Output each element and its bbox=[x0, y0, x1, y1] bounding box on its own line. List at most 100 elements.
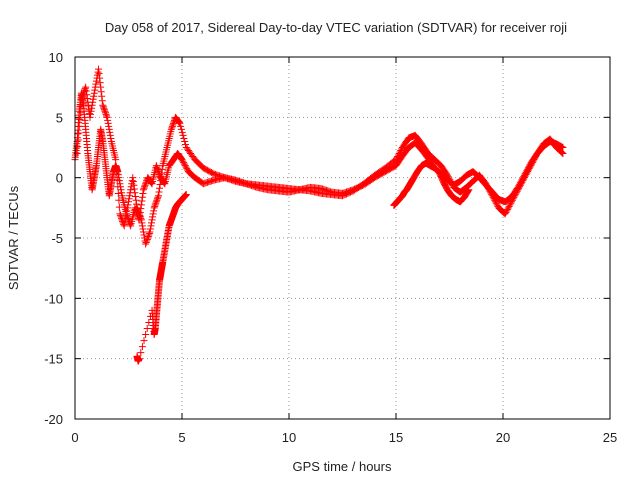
data-point bbox=[126, 220, 134, 228]
data-point bbox=[106, 128, 114, 136]
data-point bbox=[143, 236, 151, 244]
data-point bbox=[133, 204, 141, 212]
data-point bbox=[501, 210, 509, 218]
data-point bbox=[180, 160, 188, 168]
data-point bbox=[151, 202, 159, 210]
data-point bbox=[78, 94, 86, 102]
data-point bbox=[505, 202, 513, 210]
data-point bbox=[144, 232, 152, 240]
data-point bbox=[506, 201, 514, 209]
data-point bbox=[559, 150, 567, 158]
data-point bbox=[168, 122, 176, 130]
y-tick-label: 10 bbox=[49, 50, 63, 65]
data-point bbox=[181, 137, 189, 145]
data-point bbox=[158, 169, 166, 177]
data-point bbox=[101, 107, 109, 115]
data-point bbox=[83, 91, 91, 99]
data-point bbox=[113, 169, 121, 177]
y-tick-labels: -20 -15 -10 -5 0 5 10 bbox=[44, 50, 63, 427]
y-tick-label: 5 bbox=[56, 110, 63, 125]
data-point bbox=[179, 157, 187, 165]
data-point bbox=[182, 191, 190, 199]
x-tick-label: 25 bbox=[603, 430, 617, 445]
data-point bbox=[76, 116, 84, 124]
data-point bbox=[142, 331, 150, 339]
data-point bbox=[118, 214, 126, 222]
data-point bbox=[114, 171, 122, 179]
data-point bbox=[86, 113, 94, 121]
data-point bbox=[138, 343, 146, 351]
data-point bbox=[135, 210, 143, 218]
data-point bbox=[77, 102, 85, 110]
data-point bbox=[128, 177, 136, 185]
data-point bbox=[183, 165, 191, 173]
data-point bbox=[122, 210, 130, 218]
data-point bbox=[145, 231, 153, 239]
x-tick-label: 0 bbox=[71, 430, 78, 445]
data-point bbox=[136, 213, 144, 221]
data-point bbox=[559, 144, 567, 151]
data-point bbox=[131, 189, 139, 197]
y-tick-label: -20 bbox=[44, 412, 63, 427]
data-point bbox=[96, 74, 104, 82]
y-tick-label: -5 bbox=[51, 231, 63, 246]
data-point bbox=[504, 205, 512, 213]
data-point bbox=[134, 207, 142, 215]
data-point bbox=[158, 165, 166, 173]
data-point bbox=[180, 134, 188, 142]
data-point bbox=[169, 119, 177, 127]
data-point bbox=[74, 136, 82, 144]
data-point bbox=[516, 179, 524, 187]
x-axis-label: GPS time / hours bbox=[293, 459, 392, 474]
data-point bbox=[176, 119, 184, 127]
data-point bbox=[525, 162, 533, 170]
data-point bbox=[168, 124, 176, 132]
data-point bbox=[91, 86, 99, 94]
data-point bbox=[151, 201, 159, 209]
data-point bbox=[114, 183, 122, 191]
data-point bbox=[126, 192, 134, 200]
data-point bbox=[83, 94, 91, 102]
data-point bbox=[156, 184, 164, 192]
data-point bbox=[120, 220, 128, 228]
data-point bbox=[87, 107, 95, 115]
data-point bbox=[177, 125, 185, 133]
data-point bbox=[149, 213, 157, 221]
data-point bbox=[504, 204, 512, 212]
data-point bbox=[153, 165, 161, 173]
data-point bbox=[113, 176, 121, 184]
data-point bbox=[517, 177, 525, 185]
data-point bbox=[150, 204, 158, 212]
data-point bbox=[139, 186, 147, 194]
data-point bbox=[138, 219, 146, 227]
data-point bbox=[524, 164, 532, 172]
data-point bbox=[154, 192, 162, 200]
data-point bbox=[96, 79, 104, 87]
data-point bbox=[76, 109, 84, 117]
data-point bbox=[114, 168, 122, 176]
data-point bbox=[465, 186, 473, 194]
data-point bbox=[152, 198, 160, 206]
data-point bbox=[150, 207, 158, 215]
data-point bbox=[105, 122, 113, 130]
data-point bbox=[157, 177, 165, 185]
data-point bbox=[115, 196, 123, 204]
data-point bbox=[160, 179, 168, 187]
data-point bbox=[138, 193, 146, 201]
grid-lines bbox=[75, 57, 610, 419]
y-tick-label: 0 bbox=[56, 171, 63, 186]
y-axis-label: SDTVAR / TECUs bbox=[6, 185, 21, 290]
data-point bbox=[129, 174, 137, 182]
data-point bbox=[519, 174, 527, 182]
data-point bbox=[99, 101, 107, 109]
data-point bbox=[154, 168, 162, 176]
data-point bbox=[137, 214, 145, 222]
data-point bbox=[182, 163, 190, 171]
data-point bbox=[81, 86, 89, 94]
data-point bbox=[137, 201, 145, 209]
data-point bbox=[146, 225, 154, 233]
data-point bbox=[123, 204, 131, 212]
data-point bbox=[157, 173, 165, 181]
data-point bbox=[154, 166, 162, 174]
data-point bbox=[130, 185, 138, 193]
